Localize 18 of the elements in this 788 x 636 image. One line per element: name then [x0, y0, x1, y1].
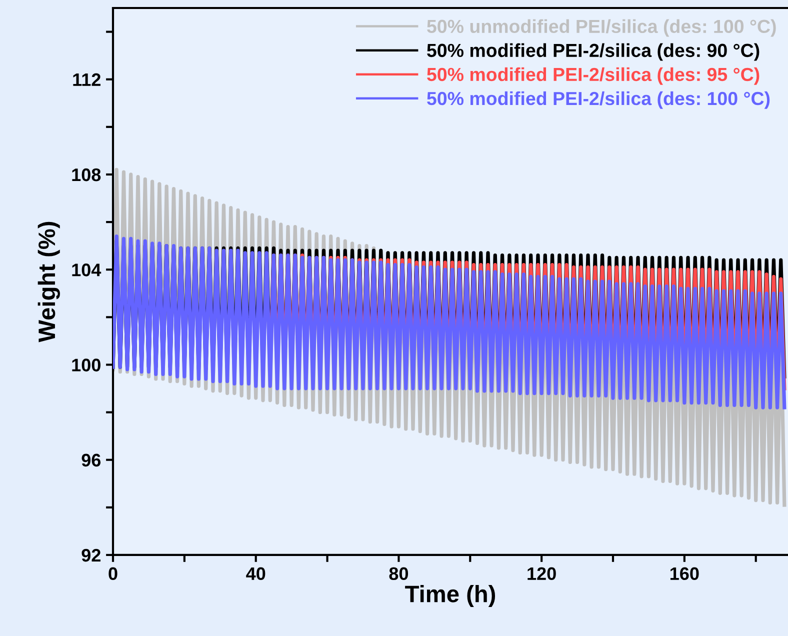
x-tick-label: 120 [528, 567, 556, 580]
line-series [113, 234, 786, 410]
y-tick-label: 96 [82, 454, 101, 467]
legend-label: 50% modified PEI-2/silica (des: 100 °C) [427, 91, 770, 109]
y-tick-label: 100 [72, 358, 100, 372]
legend-label: 50% modified PEI-2/silica (des: 95 °C) [427, 67, 760, 85]
x-tick-label: 0 [108, 567, 118, 580]
y-tick-label: 112 [73, 73, 100, 86]
x-tick-label: 80 [389, 567, 408, 580]
y-tick-label: 104 [72, 264, 102, 276]
y-tick-label: 108 [72, 168, 101, 182]
x-tick-label: 40 [246, 567, 266, 580]
x-axis-title: Time (h) [405, 585, 496, 608]
legend-label: 50% modified PEI-2/silica (des: 90 °C) [427, 43, 760, 61]
y-axis-title: Weight (%) [38, 222, 60, 342]
x-tick-label: 160 [670, 567, 699, 580]
legend-label: 50% unmodified PEI/silica (des: 100 °C) [427, 19, 776, 37]
y-tick-label: 92 [82, 548, 100, 562]
